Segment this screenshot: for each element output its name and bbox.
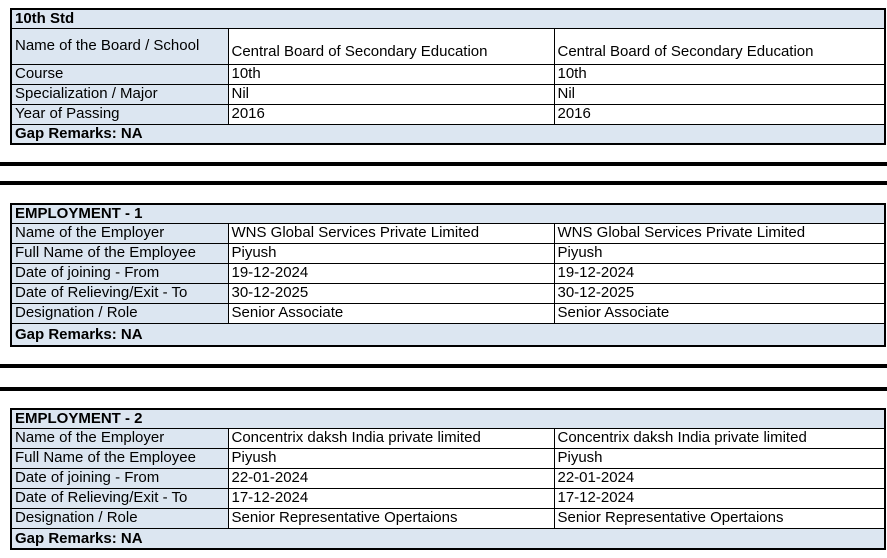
field-label-date-relieving: Date of Relieving/Exit - To [10, 487, 229, 509]
field-value-cell: 30-12-2025 [227, 282, 555, 304]
table-row: EMPLOYMENT - 1 [10, 203, 886, 224]
field-value-cell: Concentrix daksh India private limited [553, 427, 886, 449]
table-row: Full Name of the Employee Piyush Piyush [10, 242, 886, 264]
field-value-cell: Senior Associate [553, 302, 886, 324]
field-value-cell: Concentrix daksh India private limited [227, 427, 555, 449]
table-row: Course 10th 10th [10, 63, 886, 85]
separator-line [0, 181, 887, 185]
table-row: Gap Remarks: NA [10, 322, 886, 347]
field-value-cell: Piyush [227, 447, 555, 469]
separator-line [0, 364, 887, 368]
education-table: 10th Std Name of the Board / School Cent… [10, 8, 887, 145]
gap-remarks-cell: Gap Remarks: NA [10, 123, 886, 145]
gap-remarks-cell: Gap Remarks: NA [10, 527, 886, 550]
field-value-cell: Senior Representative Opertaions [227, 507, 555, 529]
table-row: Name of the Board / School Central Board… [10, 27, 886, 65]
field-label-date-joining: Date of joining - From [10, 262, 229, 284]
field-label-employer: Name of the Employer [10, 222, 229, 244]
table-row: EMPLOYMENT - 2 [10, 408, 886, 429]
field-label-employee-name: Full Name of the Employee [10, 447, 229, 469]
employment-1-table: EMPLOYMENT - 1 Name of the Employer WNS … [10, 203, 886, 347]
field-value-cell: 19-12-2024 [553, 262, 886, 284]
field-value-cell: 22-01-2024 [553, 467, 886, 489]
table-row: Name of the Employer WNS Global Services… [10, 222, 886, 244]
field-value-cell: Nil [227, 83, 555, 105]
table-row: Gap Remarks: NA [10, 123, 886, 145]
table-row: Date of Relieving/Exit - To 17-12-2024 1… [10, 487, 886, 509]
field-label-year-of-passing: Year of Passing [10, 103, 229, 125]
field-label-employer: Name of the Employer [10, 427, 229, 449]
gap-remarks-cell: Gap Remarks: NA [10, 322, 886, 347]
table-row: Designation / Role Senior Representative… [10, 507, 886, 529]
table-row: Gap Remarks: NA [10, 527, 886, 550]
field-value-cell: Senior Associate [227, 302, 555, 324]
field-value-cell: 2016 [553, 103, 886, 125]
field-value-cell: Piyush [227, 242, 555, 264]
table-row: 10th Std [10, 8, 886, 29]
field-label-employee-name: Full Name of the Employee [10, 242, 229, 264]
field-label-designation: Designation / Role [10, 507, 229, 529]
field-value-cell: 10th [553, 63, 886, 85]
field-value-cell: Piyush [553, 242, 886, 264]
field-label-date-relieving: Date of Relieving/Exit - To [10, 282, 229, 304]
table-row: Date of joining - From 22-01-2024 22-01-… [10, 467, 886, 489]
field-label-specialization: Specialization / Major [10, 83, 229, 105]
field-value-cell: 17-12-2024 [553, 487, 886, 509]
table-row: Year of Passing 2016 2016 [10, 103, 886, 125]
field-value-cell: 10th [227, 63, 555, 85]
table-row: Specialization / Major Nil Nil [10, 83, 886, 105]
section-title: EMPLOYMENT - 2 [10, 408, 886, 429]
field-value-cell: Central Board of Secondary Education [553, 27, 886, 65]
separator-line [0, 387, 887, 391]
field-value-cell: 19-12-2024 [227, 262, 555, 284]
field-value-cell: Central Board of Secondary Education [227, 27, 555, 65]
field-label-board-school: Name of the Board / School [10, 27, 229, 65]
employment-2-table: EMPLOYMENT - 2 Name of the Employer Conc… [10, 408, 886, 550]
table-row: Full Name of the Employee Piyush Piyush [10, 447, 886, 469]
field-value-cell: WNS Global Services Private Limited [227, 222, 555, 244]
field-value-cell: 22-01-2024 [227, 467, 555, 489]
section-title: EMPLOYMENT - 1 [10, 203, 886, 224]
separator-line [0, 162, 887, 166]
field-value-cell: Senior Representative Opertaions [553, 507, 886, 529]
field-label-course: Course [10, 63, 229, 85]
table-row: Designation / Role Senior Associate Seni… [10, 302, 886, 324]
table-row: Name of the Employer Concentrix daksh In… [10, 427, 886, 449]
field-value-cell: Nil [553, 83, 886, 105]
table-row: Date of joining - From 19-12-2024 19-12-… [10, 262, 886, 284]
field-value-cell: Piyush [553, 447, 886, 469]
section-title: 10th Std [10, 8, 886, 29]
field-value-cell: 30-12-2025 [553, 282, 886, 304]
field-value-cell: 2016 [227, 103, 555, 125]
field-value-cell: 17-12-2024 [227, 487, 555, 509]
field-label-date-joining: Date of joining - From [10, 467, 229, 489]
field-value-cell: WNS Global Services Private Limited [553, 222, 886, 244]
field-label-designation: Designation / Role [10, 302, 229, 324]
table-row: Date of Relieving/Exit - To 30-12-2025 3… [10, 282, 886, 304]
